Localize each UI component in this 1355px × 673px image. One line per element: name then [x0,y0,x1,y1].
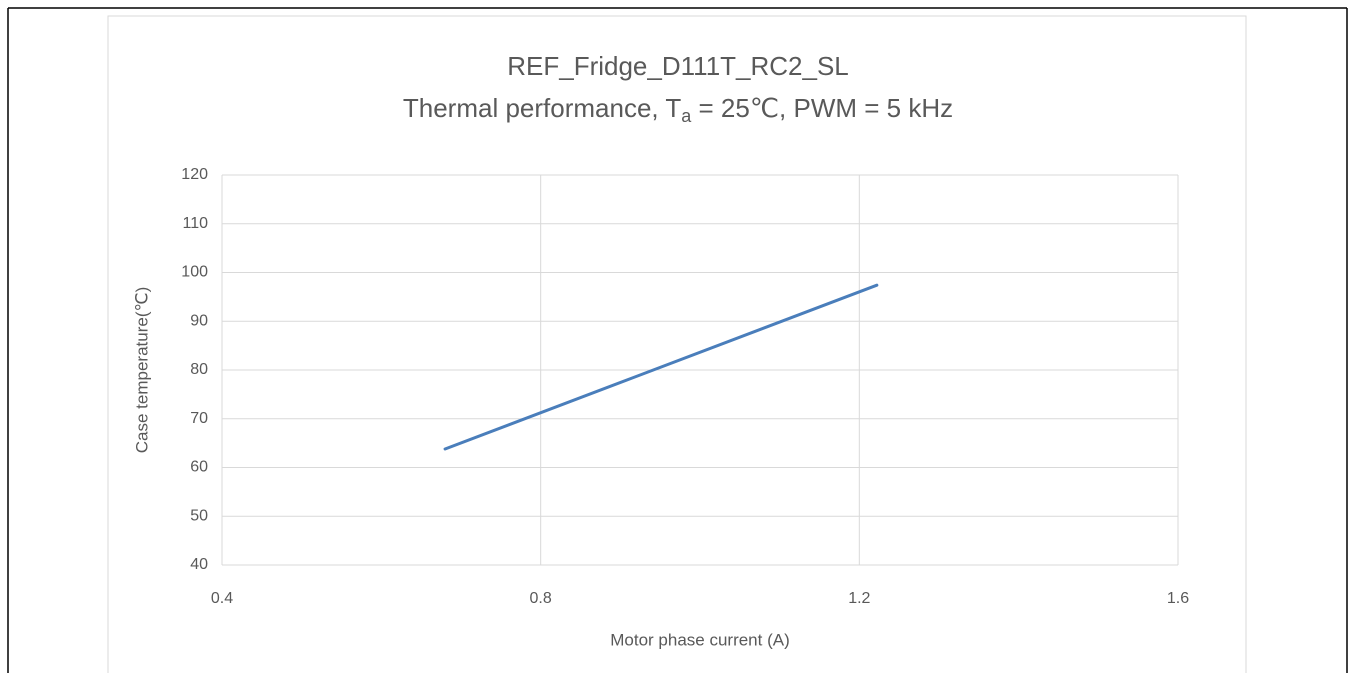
x-tick-label: 0.4 [211,590,233,607]
x-tick-label: 0.8 [530,590,552,607]
y-tick-label: 110 [182,215,208,232]
x-axis-label: Motor phase current (A) [610,630,790,649]
y-tick-label: 80 [190,361,208,378]
chart-area [107,15,1247,673]
chart-subtitle: Thermal performance, Ta = 25℃, PWM = 5 k… [403,93,953,126]
series-line [443,283,879,451]
y-tick-label: 50 [190,507,208,524]
y-tick-label: 70 [190,410,208,427]
y-tick-label: 100 [181,264,208,281]
subtitle-subscript: a [681,106,692,126]
subtitle-part: Thermal performance, T [403,93,682,123]
subtitle-part: = 25℃, PWM = 5 kHz [691,93,953,123]
x-tick-label: 1.2 [848,590,870,607]
y-tick-label: 120 [181,166,208,183]
y-tick-label: 60 [190,459,208,476]
chart-title: REF_Fridge_D111T_RC2_SL [507,51,849,81]
x-tick-label: 1.6 [1167,590,1189,607]
y-axis-label: Case temperature(℃) [132,287,151,453]
y-tick-label: 90 [190,312,208,329]
y-tick-label: 40 [190,556,208,573]
